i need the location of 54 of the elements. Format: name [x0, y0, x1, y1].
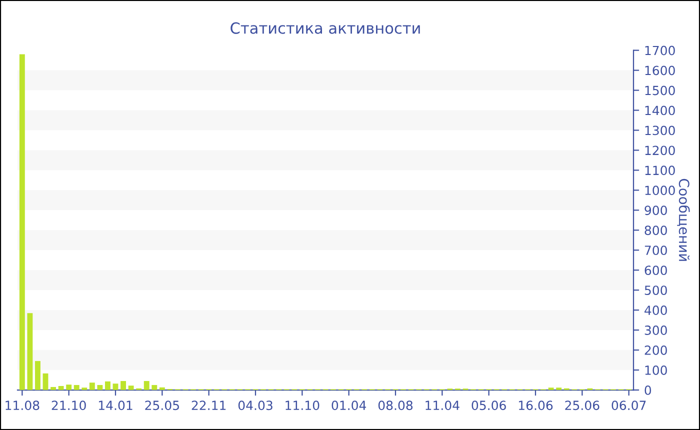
bar [152, 385, 158, 390]
y-tick-label: 400 [644, 306, 667, 316]
x-tick-label: 06.07 [612, 400, 646, 410]
bar [42, 373, 48, 390]
y-tick-label: 500 [644, 286, 667, 296]
y-tick-label: 1100 [645, 166, 675, 176]
bar [105, 381, 110, 390]
y-tick-label: 300 [644, 326, 667, 335]
bar [128, 386, 134, 390]
y-tick-label: 0 [644, 385, 652, 395]
bar [58, 386, 64, 390]
y-tick-label: 200 [644, 346, 667, 355]
x-tick-label: 01.04 [332, 400, 366, 410]
y-axis-title: Сообщений [677, 178, 690, 261]
x-tick-label: 16.06 [518, 400, 553, 410]
bar [144, 381, 150, 390]
y-tick-label: 1500 [645, 86, 675, 96]
bar [27, 313, 33, 390]
x-tick-label: 08.08 [378, 400, 413, 410]
y-tick-label: 700 [644, 246, 667, 256]
x-tick-label: 25.05 [145, 400, 179, 410]
x-tick-label: 11.10 [286, 400, 320, 410]
y-tick-label: 1300 [645, 126, 675, 136]
bar [74, 385, 80, 390]
bar [159, 387, 165, 390]
y-tick-label: 600 [644, 266, 667, 276]
x-tick-label: 22.11 [192, 400, 226, 410]
x-tick-label: 25.06 [565, 400, 600, 410]
x-tick-label: 21.10 [52, 400, 86, 410]
y-tick-label: 1200 [645, 146, 675, 156]
chart-title: Статистика активности [230, 22, 420, 34]
x-tick-label: 05.06 [472, 400, 506, 410]
bar [50, 387, 56, 390]
bar [548, 388, 554, 390]
x-tick-label: 14.01 [98, 400, 132, 410]
y-tick-label: 900 [644, 206, 667, 216]
bar [112, 384, 118, 390]
y-tick-label: 100 [645, 366, 667, 375]
y-tick-label: 1700 [645, 46, 675, 56]
y-tick-label: 1400 [645, 106, 675, 116]
bar [89, 382, 95, 390]
y-tick-label: 1600 [645, 66, 675, 76]
bar [120, 381, 126, 390]
bar [556, 388, 562, 390]
bar [66, 384, 72, 390]
x-tick-label: 04.03 [238, 400, 272, 410]
y-tick-label: 800 [644, 226, 667, 236]
bar [82, 388, 88, 390]
bar [19, 54, 25, 390]
x-tick-label: 11.08 [6, 400, 40, 410]
bar [35, 361, 40, 390]
bar [97, 385, 103, 390]
x-tick-label: 11.04 [426, 400, 460, 410]
y-tick-label: 1000 [645, 186, 675, 196]
